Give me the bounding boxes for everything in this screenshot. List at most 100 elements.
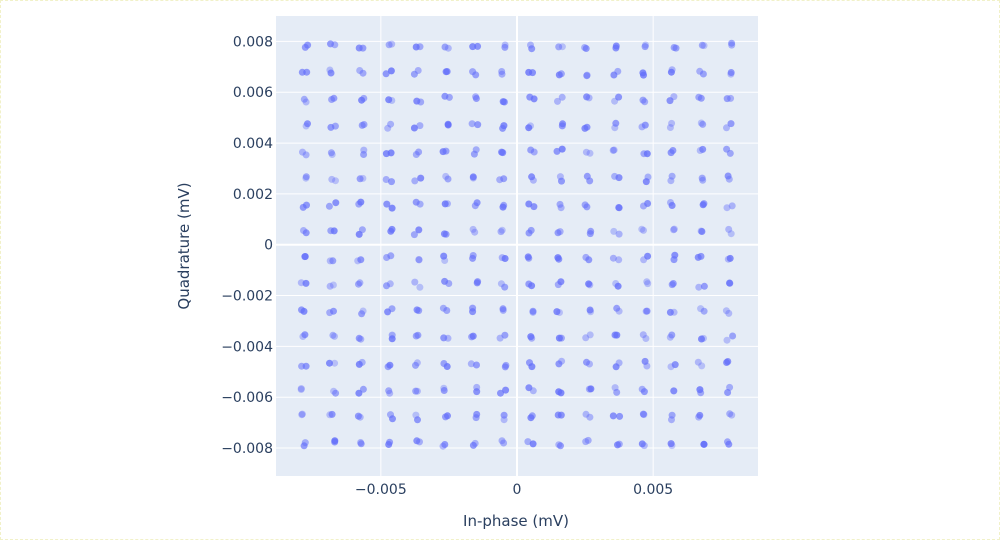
data-point <box>583 203 591 211</box>
data-point <box>527 41 534 49</box>
data-point <box>723 95 731 103</box>
data-point <box>609 146 617 154</box>
data-point <box>640 71 647 79</box>
data-point <box>304 120 311 128</box>
data-point <box>525 124 533 132</box>
data-point <box>386 361 394 369</box>
data-point <box>612 42 620 50</box>
data-point <box>586 331 594 339</box>
data-point <box>612 363 620 371</box>
data-point <box>356 279 364 287</box>
data-point <box>557 442 564 450</box>
data-point <box>469 225 477 233</box>
data-point <box>326 257 334 265</box>
data-point <box>300 227 307 234</box>
data-point <box>585 280 593 288</box>
data-point <box>553 308 561 316</box>
data-point <box>382 176 390 183</box>
data-point <box>641 357 649 365</box>
data-point <box>672 44 680 52</box>
data-point <box>583 72 591 80</box>
data-point <box>500 98 508 106</box>
data-point <box>444 120 452 128</box>
data-point <box>694 358 702 366</box>
data-point <box>360 146 368 154</box>
data-point <box>298 410 306 418</box>
data-point <box>555 388 563 396</box>
data-point <box>555 71 563 79</box>
data-point <box>529 308 537 316</box>
data-point <box>357 198 365 206</box>
data-point <box>388 331 396 339</box>
data-point <box>471 228 479 236</box>
data-point <box>726 254 734 262</box>
data-point <box>613 388 621 396</box>
data-point <box>387 149 395 157</box>
data-point <box>666 124 674 131</box>
data-point <box>417 174 425 182</box>
data-point <box>500 201 508 209</box>
data-point <box>502 361 510 369</box>
data-point <box>331 332 338 340</box>
data-point <box>299 148 306 156</box>
data-point <box>525 229 533 237</box>
data-point <box>638 123 646 131</box>
data-point <box>728 202 736 210</box>
data-point <box>638 440 646 448</box>
data-point <box>442 413 449 421</box>
data-point <box>616 412 624 420</box>
data-point <box>695 283 703 291</box>
data-point <box>413 97 421 105</box>
data-point <box>639 331 647 339</box>
data-point <box>469 173 477 181</box>
data-point <box>724 172 732 180</box>
y-tick-label: −0.006 <box>221 390 273 406</box>
data-point <box>558 177 565 185</box>
data-point <box>696 147 704 154</box>
data-point <box>499 305 507 313</box>
data-point <box>415 148 423 156</box>
data-point <box>695 93 703 101</box>
data-point <box>501 41 509 49</box>
data-point <box>415 226 423 234</box>
data-point <box>358 226 366 234</box>
x-tick-label: 0 <box>513 482 522 498</box>
data-point <box>413 306 421 314</box>
data-point <box>615 359 623 367</box>
data-point <box>497 280 505 288</box>
data-point <box>725 225 733 233</box>
data-point <box>441 441 449 448</box>
data-point <box>469 308 477 316</box>
data-point <box>609 412 617 420</box>
data-point <box>497 389 504 397</box>
data-point <box>326 359 333 367</box>
data-point <box>467 360 475 368</box>
data-point <box>331 41 339 49</box>
data-point <box>554 97 561 105</box>
data-point <box>583 172 591 180</box>
data-point <box>331 122 339 130</box>
data-point <box>727 120 735 128</box>
data-point <box>329 257 337 265</box>
data-point <box>640 226 647 234</box>
data-point <box>502 386 510 394</box>
data-point <box>354 412 362 420</box>
data-point <box>500 411 508 419</box>
data-point <box>666 97 674 105</box>
data-point <box>670 387 678 395</box>
data-point <box>668 442 676 450</box>
x-tick-labels: −0.005 0 0.005 <box>355 482 673 498</box>
data-point <box>611 97 619 105</box>
data-point <box>382 70 390 78</box>
data-point <box>698 174 706 182</box>
data-point <box>302 279 310 287</box>
data-point <box>385 441 393 448</box>
data-point <box>642 178 650 186</box>
data-point <box>615 204 623 211</box>
data-point <box>553 147 561 155</box>
data-point <box>644 173 652 181</box>
data-point <box>360 94 368 102</box>
x-axis-label: In-phase (mV) <box>463 512 569 530</box>
data-point <box>615 174 623 182</box>
